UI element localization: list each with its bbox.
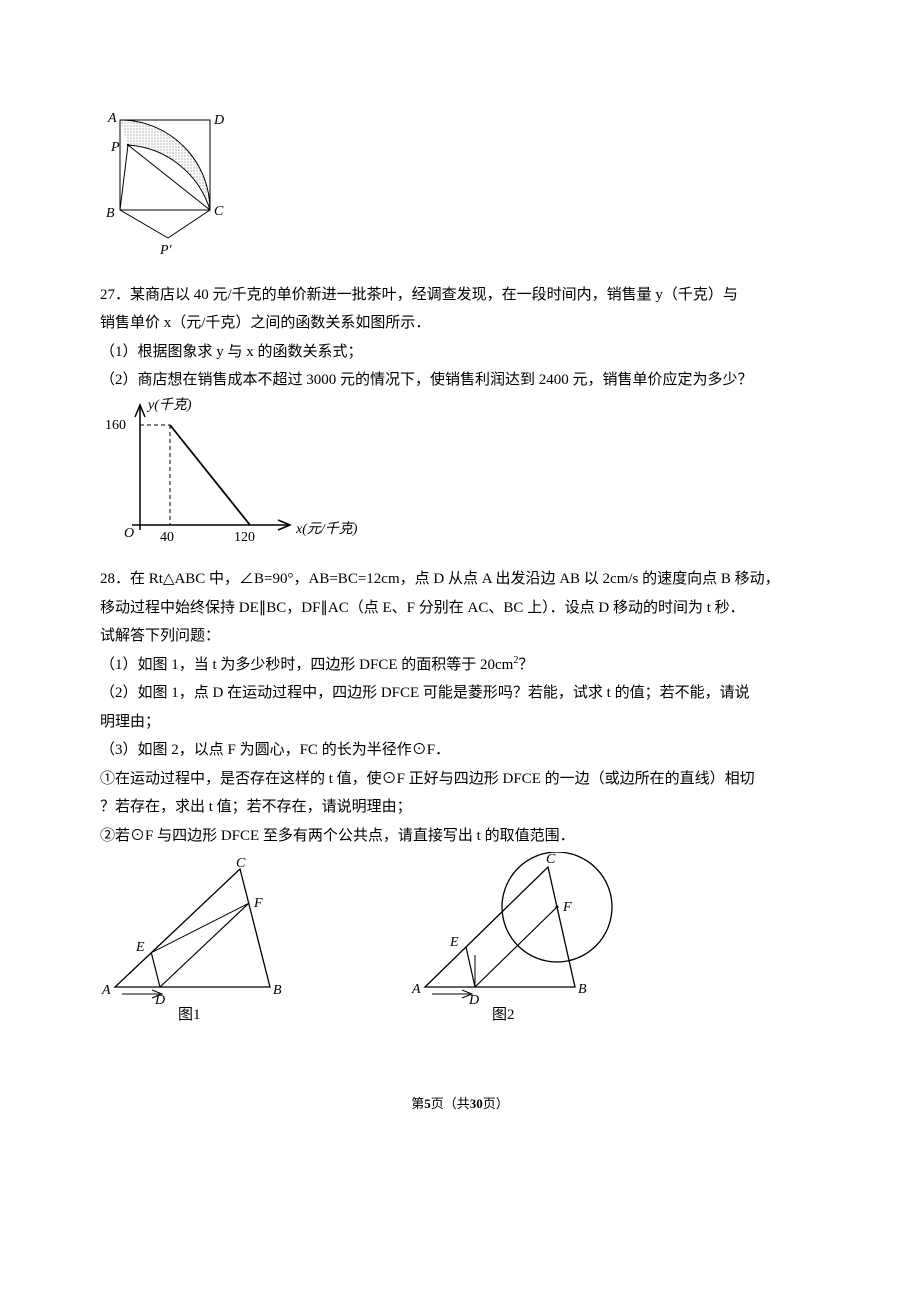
q27-line1: 27．某商店以 40 元/千克的单价新进一批茶叶，经调查发现，在一段时间内，销售… bbox=[100, 281, 820, 310]
fig2-B: B bbox=[578, 982, 587, 997]
footer-suf: 页） bbox=[483, 1096, 509, 1111]
x-axis-label: x(元/千克) bbox=[295, 521, 358, 537]
q28-part2b: 明理由； bbox=[100, 708, 820, 737]
fig2-A: A bbox=[411, 982, 421, 997]
label-B: B bbox=[106, 206, 115, 221]
q28-line2: 移动过程中始终保持 DE∥BC，DF∥AC（点 E、F 分别在 AC、BC 上）… bbox=[100, 594, 820, 623]
fig26-svg: A D B C P P′ bbox=[100, 110, 252, 270]
fig1-C: C bbox=[236, 857, 246, 871]
q28-part3: （3）如图 2，以点 F 为圆心，FC 的长为半径作⊙F． bbox=[100, 736, 820, 765]
footer-total: 30 bbox=[470, 1096, 483, 1111]
q28-part1-end: ？ bbox=[518, 657, 533, 673]
origin-label: O bbox=[124, 526, 134, 541]
label-A: A bbox=[107, 111, 117, 126]
fig1-A: A bbox=[101, 983, 111, 998]
q28-part3-1b: ？若存在，求出 t 值；若不存在，请说明理由； bbox=[100, 793, 820, 822]
q27-line2: 销售单价 x（元/千克）之间的函数关系如图所示． bbox=[100, 309, 820, 338]
figure-26: A D B C P P′ bbox=[100, 110, 820, 281]
figure-28-2: A B C D E F 图2 bbox=[410, 852, 640, 1038]
fig28-1-svg: A B C D E F 图1 bbox=[100, 857, 300, 1027]
figure-28-row: A B C D E F 图1 bbox=[100, 852, 820, 1038]
fig27-svg: y(千克) x(元/千克) O 160 40 120 bbox=[100, 395, 360, 555]
fig1-B: B bbox=[273, 983, 282, 998]
q28-part2: （2）如图 1，点 D 在运动过程中，四边形 DFCE 可能是菱形吗？若能，试求… bbox=[100, 679, 820, 708]
fig1-caption: 图1 bbox=[178, 1006, 201, 1023]
x-tick-40: 40 bbox=[160, 530, 174, 545]
figure-27-graph: y(千克) x(元/千克) O 160 40 120 bbox=[100, 395, 820, 566]
fig1-D: D bbox=[154, 993, 165, 1008]
q27-part1: （1）根据图象求 y 与 x 的函数关系式； bbox=[100, 338, 820, 367]
fig2-C: C bbox=[546, 852, 556, 867]
fig1-E: E bbox=[135, 940, 145, 955]
fig2-F: F bbox=[562, 900, 572, 915]
page-footer: 第5页（共30页） bbox=[100, 1092, 820, 1117]
y-tick-160: 160 bbox=[105, 418, 126, 433]
y-axis-label: y(千克) bbox=[146, 397, 192, 413]
fig2-E: E bbox=[449, 935, 459, 950]
figure-28-1: A B C D E F 图1 bbox=[100, 857, 300, 1038]
x-tick-120: 120 bbox=[234, 530, 255, 545]
label-D: D bbox=[213, 113, 224, 128]
fig28-2-svg: A B C D E F 图2 bbox=[410, 852, 640, 1027]
q28-part1-text: （1）如图 1，当 t 为多少秒时，四边形 DFCE 的面积等于 20cm bbox=[100, 657, 513, 673]
q28-part3-2: ②若⊙F 与四边形 DFCE 至多有两个公共点，请直接写出 t 的取值范围． bbox=[100, 822, 820, 851]
label-P: P bbox=[110, 140, 120, 155]
footer-pre: 第 bbox=[411, 1096, 424, 1111]
fig2-caption: 图2 bbox=[492, 1006, 515, 1023]
footer-mid: 页（共 bbox=[431, 1096, 470, 1111]
q27-part2: （2）商店想在销售成本不超过 3000 元的情况下，使销售利润达到 2400 元… bbox=[100, 366, 820, 395]
label-C: C bbox=[214, 204, 224, 219]
fig2-D: D bbox=[468, 993, 479, 1008]
q28-part3-1: ①在运动过程中，是否存在这样的 t 值，使⊙F 正好与四边形 DFCE 的一边（… bbox=[100, 765, 820, 794]
q28-part1: （1）如图 1，当 t 为多少秒时，四边形 DFCE 的面积等于 20cm2？ bbox=[100, 651, 820, 680]
label-Pprime: P′ bbox=[159, 243, 173, 258]
fig1-F: F bbox=[253, 896, 263, 911]
q28-line1: 28．在 Rt△ABC 中，∠B=90°，AB=BC=12cm，点 D 从点 A… bbox=[100, 565, 820, 594]
q28-line3: 试解答下列问题： bbox=[100, 622, 820, 651]
page-content: A D B C P P′ 27．某商店以 40 元/千克的单价新进一批茶叶，经调… bbox=[0, 0, 920, 1156]
